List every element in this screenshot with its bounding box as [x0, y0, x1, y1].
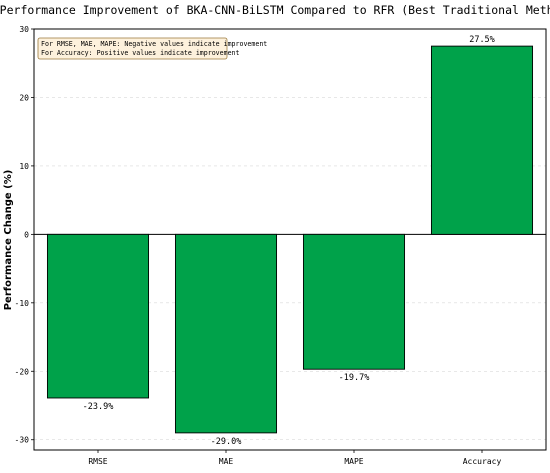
chart-title: Performance Improvement of BKA-CNN-BiLST… — [0, 3, 550, 17]
annotation-line-1: For RMSE, MAE, MAPE: Negative values ind… — [41, 40, 267, 48]
y-axis-ticks: -30 -20 -10 0 10 20 30 — [15, 25, 34, 445]
y-tick-label: 20 — [19, 93, 29, 102]
annotation-background — [37, 37, 228, 60]
bar-accuracy — [430, 45, 534, 235]
data-label-accuracy: 27.5% — [469, 35, 495, 45]
y-tick-label: -30 — [15, 436, 30, 445]
y-tick-label: 30 — [19, 25, 29, 34]
bar-mae — [174, 233, 278, 434]
bar-mape — [302, 233, 406, 370]
y-tick-label: -20 — [15, 367, 30, 376]
annotation-line-2: For Accuracy: Positive values indicate i… — [41, 49, 240, 57]
bars — [46, 45, 534, 434]
data-label-rmse: -23.9% — [83, 402, 114, 412]
annotation-box: For RMSE, MAE, MAPE: Negative values ind… — [37, 37, 267, 60]
x-axis-ticks: RMSE MAE MAPE Accuracy — [88, 450, 501, 466]
data-label-mae: -29.0% — [211, 437, 242, 447]
y-axis-label: Performance Change (%) — [3, 170, 14, 311]
y-tick-label: 0 — [24, 230, 29, 239]
x-tick-label-accuracy: Accuracy — [463, 457, 502, 466]
x-tick-label-rmse: RMSE — [88, 457, 107, 466]
data-labels: -23.9% -29.0% -19.7% 27.5% — [83, 35, 495, 447]
y-tick-label: 10 — [19, 162, 29, 171]
x-tick-label-mape: MAPE — [344, 457, 363, 466]
data-label-mape: -19.7% — [339, 373, 370, 383]
y-tick-label: -10 — [15, 299, 30, 308]
plot-frame — [33, 28, 547, 451]
bar-rmse — [46, 233, 150, 399]
x-tick-label-mae: MAE — [219, 457, 234, 466]
